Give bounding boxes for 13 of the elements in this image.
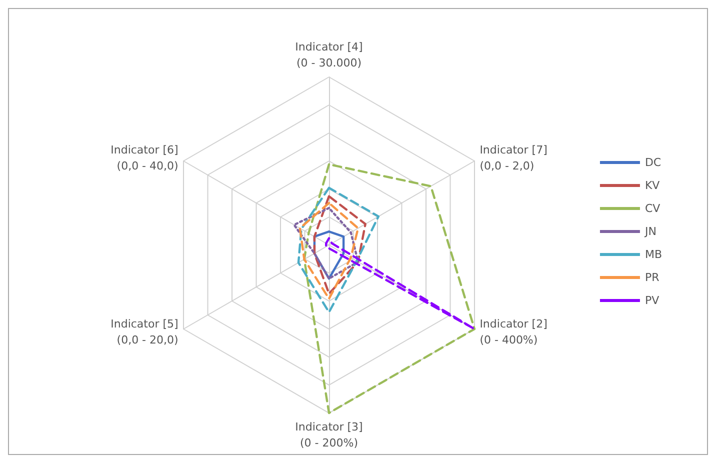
spoke-label: Indicator [2] (0 - 400%) (480, 318, 548, 346)
spoke-label: Indicator [6] (0,0 - 40,0) (110, 144, 178, 172)
legend-label: CV (644, 202, 661, 215)
legend-label: PR (644, 271, 660, 284)
legend-label: DC (644, 156, 662, 169)
spoke-label: Indicator [4] (0 - 30.000) (295, 40, 363, 70)
legend-label: MB (644, 248, 662, 261)
legend-label: PV (644, 294, 660, 307)
spoke-label: Indicator [7] (0,0 - 2,0) (480, 144, 548, 172)
spoke-label: Indicator [5] (0,0 - 20,0) (110, 318, 178, 346)
legend-label: KV (644, 179, 660, 192)
spoke-label: Indicator [3] (0 - 200%) (295, 420, 363, 450)
legend-label: JN (644, 225, 656, 238)
